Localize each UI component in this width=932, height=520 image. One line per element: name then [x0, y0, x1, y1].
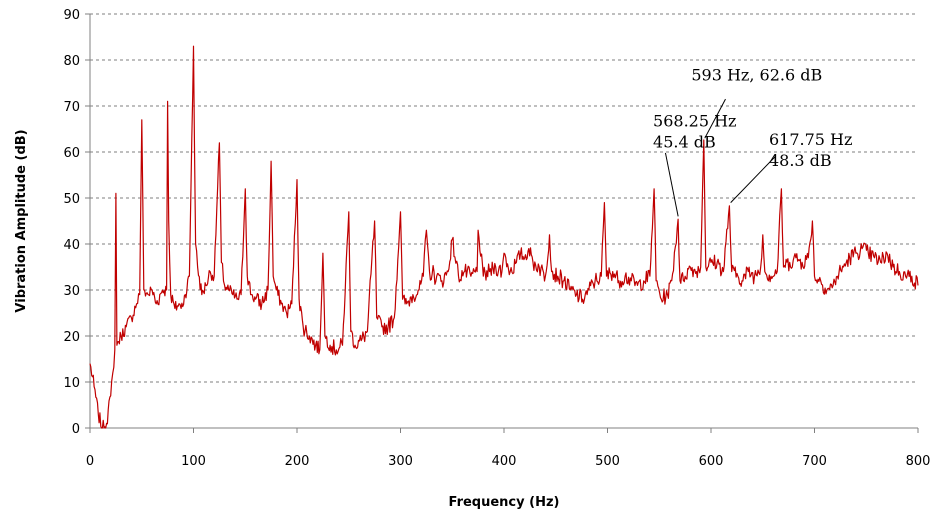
x-tick-label: 600: [699, 454, 724, 469]
x-tick-label: 200: [285, 454, 310, 469]
annotation-label: 617.75 Hz: [769, 130, 852, 149]
y-tick-label: 0: [72, 422, 80, 437]
annotation-label: 45.4 dB: [653, 133, 716, 152]
x-tick-label: 100: [181, 454, 206, 469]
y-tick-label: 90: [63, 8, 80, 23]
x-tick-label: 500: [595, 454, 620, 469]
series-0-line: [89, 45, 919, 429]
annotation-2: 617.75 Hz 48.3 dB: [730, 130, 852, 203]
y-tick-label: 10: [63, 376, 80, 391]
annotation-label: 568.25 Hz: [653, 112, 736, 131]
annotation-label: 593 Hz, 62.6 dB: [691, 66, 822, 85]
x-tick-labels: 0 100 200 300 400 500 600 700 800: [86, 454, 931, 469]
annotation-leader-line: [664, 152, 679, 217]
axes: [85, 13, 919, 433]
x-tick-label: 300: [388, 454, 413, 469]
y-tick-label: 30: [63, 284, 80, 299]
y-tick-label: 60: [63, 146, 80, 161]
series-layer: [89, 45, 919, 429]
y-tick-label: 40: [63, 238, 80, 253]
annotations: 593 Hz, 62.6 dB 568.25 Hz 45.4 dB 617.75 Hz…: [653, 66, 852, 217]
y-tick-labels: 0 10 20 30 40 50 60 70 80 90: [63, 8, 80, 437]
annotation-label: 48.3 dB: [769, 151, 832, 170]
x-tick-label: 0: [86, 454, 94, 469]
gridlines: [90, 13, 918, 383]
annotation-leader-line: [730, 156, 776, 203]
annotation-1: 568.25 Hz 45.4 dB: [653, 112, 736, 217]
x-tick-label: 800: [906, 454, 931, 469]
y-tick-label: 50: [63, 192, 80, 207]
x-axis-title: Frequency (Hz): [449, 495, 560, 510]
annotation-leader-line: [704, 98, 726, 139]
y-tick-label: 70: [63, 100, 80, 115]
annotation-0: 593 Hz, 62.6 dB: [691, 66, 822, 139]
x-tick-label: 700: [802, 454, 827, 469]
y-tick-label: 80: [63, 54, 80, 69]
y-tick-label: 20: [63, 330, 80, 345]
x-tick-label: 400: [492, 454, 517, 469]
y-axis-title: Vibration Amplitude (dB): [14, 129, 29, 312]
